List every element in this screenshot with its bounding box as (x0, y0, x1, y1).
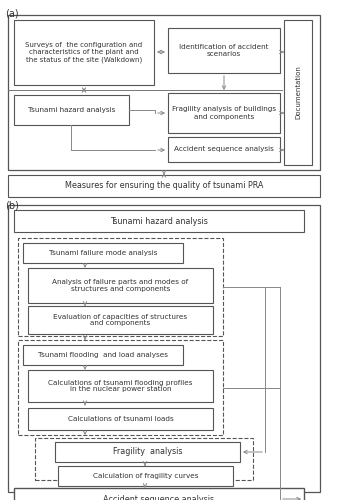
Text: Analysis of failure parts and modes of
structures and components: Analysis of failure parts and modes of s… (52, 279, 189, 292)
Bar (18, 340, 223, 435)
Text: Calculation of fragility curves: Calculation of fragility curves (93, 473, 198, 479)
Bar (28, 306, 213, 334)
Bar (8, 15, 320, 170)
Text: Calculations of tsunami flooding profiles
in the nuclear power station: Calculations of tsunami flooding profile… (48, 380, 193, 392)
Text: Tsunami failure mode analysis: Tsunami failure mode analysis (49, 250, 157, 256)
Bar (14, 20, 154, 85)
Text: (b): (b) (5, 200, 19, 210)
Bar (55, 442, 240, 462)
Bar (8, 175, 320, 197)
Text: (a): (a) (5, 8, 19, 18)
Text: Identification of accident
scenarios: Identification of accident scenarios (179, 44, 269, 57)
Text: Measures for ensuring the quality of tsunami PRA: Measures for ensuring the quality of tsu… (65, 182, 263, 190)
Text: Documentation: Documentation (295, 66, 301, 120)
Bar (23, 345, 183, 365)
Bar (18, 238, 223, 336)
Text: Surveys of  the configuration and
characteristics of the plant and
the status of: Surveys of the configuration and charact… (26, 42, 142, 62)
Text: Tsunami flooding  and load analyses: Tsunami flooding and load analyses (38, 352, 168, 358)
Text: Accident sequence analysis: Accident sequence analysis (103, 494, 215, 500)
Bar (58, 466, 233, 486)
Bar (28, 268, 213, 303)
Text: Calculations of tsunami loads: Calculations of tsunami loads (68, 416, 173, 422)
Text: Tsunami hazard analysis: Tsunami hazard analysis (28, 107, 115, 113)
Text: Evaluation of capacities of structures
and components: Evaluation of capacities of structures a… (53, 314, 188, 326)
Bar (168, 28, 280, 73)
Bar (28, 370, 213, 402)
Text: Accident sequence analysis: Accident sequence analysis (174, 146, 274, 152)
Text: Fragility analysis of buildings
and components: Fragility analysis of buildings and comp… (172, 106, 276, 120)
Bar (35, 438, 253, 480)
Bar (28, 408, 213, 430)
Text: Fragility  analysis: Fragility analysis (113, 448, 182, 456)
Bar (23, 243, 183, 263)
Text: Tsunami hazard analysis: Tsunami hazard analysis (110, 216, 208, 226)
Bar (8, 205, 320, 492)
Bar (168, 137, 280, 162)
Bar (14, 210, 304, 232)
Bar (284, 20, 312, 165)
Bar (168, 93, 280, 133)
Bar (14, 488, 304, 500)
Bar (14, 95, 129, 125)
